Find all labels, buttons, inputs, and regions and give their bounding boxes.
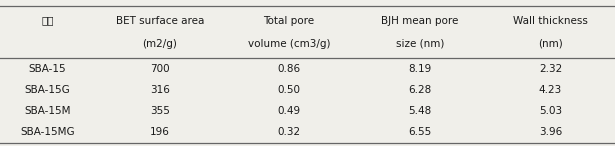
Text: 316: 316 <box>150 85 170 95</box>
Text: SBA-15G: SBA-15G <box>25 85 71 95</box>
Text: SBA-15MG: SBA-15MG <box>20 127 75 138</box>
Text: 2.32: 2.32 <box>539 64 562 74</box>
Text: 0.86: 0.86 <box>277 64 301 74</box>
Text: (nm): (nm) <box>538 39 563 49</box>
Text: 5.48: 5.48 <box>408 106 431 116</box>
Text: BET surface area: BET surface area <box>116 16 204 26</box>
Text: 0.49: 0.49 <box>277 106 301 116</box>
Text: Wall thickness: Wall thickness <box>513 16 588 26</box>
Text: size (nm): size (nm) <box>395 39 444 49</box>
Text: 700: 700 <box>150 64 170 74</box>
Text: BJH mean pore: BJH mean pore <box>381 16 458 26</box>
Text: volume (cm3/g): volume (cm3/g) <box>248 39 330 49</box>
Text: 6.55: 6.55 <box>408 127 431 138</box>
Text: SBA-15: SBA-15 <box>29 64 66 74</box>
Text: 시료: 시료 <box>41 16 54 26</box>
Text: 3.96: 3.96 <box>539 127 562 138</box>
Text: SBA-15M: SBA-15M <box>25 106 71 116</box>
Text: 0.32: 0.32 <box>277 127 301 138</box>
Text: 0.50: 0.50 <box>277 85 301 95</box>
Text: 5.03: 5.03 <box>539 106 562 116</box>
Text: 196: 196 <box>150 127 170 138</box>
Text: (m2/g): (m2/g) <box>143 39 177 49</box>
Text: 8.19: 8.19 <box>408 64 431 74</box>
Text: 4.23: 4.23 <box>539 85 562 95</box>
Text: 355: 355 <box>150 106 170 116</box>
Text: 6.28: 6.28 <box>408 85 431 95</box>
Text: Total pore: Total pore <box>263 16 315 26</box>
